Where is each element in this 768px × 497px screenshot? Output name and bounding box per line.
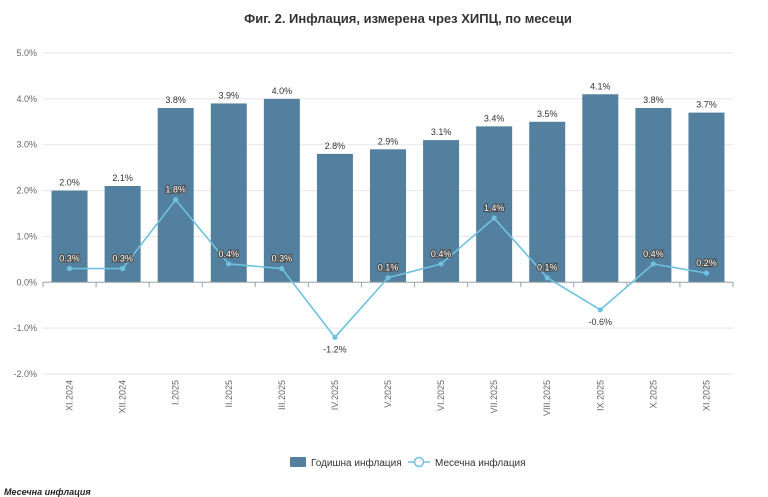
line-point[interactable] <box>438 261 444 267</box>
bar-series: 2.0% 2.1% 3.8% 3.9% 4.0% 2.8% 2.9% 3.1% 3.4% 3.5%… <box>51 81 725 283</box>
bar-value-label: 3.5% <box>537 109 558 119</box>
line-value-label: 0.1% <box>378 263 399 273</box>
line-point[interactable] <box>173 197 179 203</box>
line-point[interactable] <box>597 307 603 313</box>
bar-value-label: 2.9% <box>378 136 399 146</box>
x-tick-label: II.2025 <box>224 380 234 408</box>
bar-value-label: 3.4% <box>484 113 505 123</box>
x-axis: XI.2024 XII.2024 I.2025 II.2025 III.2025 IV.2… <box>42 281 734 416</box>
bar-value-label: 2.1% <box>112 173 133 183</box>
bar-value-label: 3.9% <box>219 90 240 100</box>
x-tick-label: XI.2025 <box>701 380 711 411</box>
x-tick-label: V.2025 <box>383 380 393 408</box>
line-value-label: 0.4% <box>431 249 452 259</box>
line-value-label: 0.3% <box>112 254 133 264</box>
bar[interactable] <box>263 98 300 283</box>
line-point[interactable] <box>491 215 497 221</box>
line-point[interactable] <box>332 334 338 340</box>
x-tick-label: XII.2024 <box>118 380 128 414</box>
chart-title: Фиг. 2. Инфлация, измерена чрез ХИПЦ, по… <box>244 11 572 26</box>
y-tick-label: 1.0% <box>16 231 37 241</box>
x-tick-label: VIII.2025 <box>542 380 552 416</box>
y-tick-label: -2.0% <box>13 369 37 379</box>
bar-value-label: 3.1% <box>431 127 452 137</box>
bar[interactable] <box>476 126 513 283</box>
y-axis: -2.0% -1.0% 0.0% 1.0% 2.0% 3.0% 4.0% 5.0% <box>13 48 37 379</box>
x-tick-label: XI.2024 <box>65 380 75 411</box>
line-point[interactable] <box>279 265 285 272</box>
y-tick-label: 0.0% <box>16 277 37 287</box>
line-point[interactable] <box>544 275 550 281</box>
bar-value-label: 3.8% <box>165 95 186 105</box>
x-tick-label: X.2025 <box>648 380 658 409</box>
x-tick-label: VI.2025 <box>436 380 446 411</box>
line-point[interactable] <box>703 270 710 276</box>
bar-value-label: 3.8% <box>643 95 664 105</box>
footnote: Месечна инфлация <box>4 487 91 497</box>
legend-bar-swatch <box>290 457 306 467</box>
legend[interactable]: Годишна инфлация Месечна инфлация <box>290 456 526 469</box>
line-point[interactable] <box>226 261 232 267</box>
line-value-label: -1.2% <box>323 344 347 354</box>
legend-line-label: Месечна инфлация <box>435 457 526 469</box>
bar[interactable] <box>157 108 194 283</box>
y-tick-label: 3.0% <box>16 140 37 150</box>
bar[interactable] <box>688 112 725 283</box>
x-tick-label: IX.2025 <box>595 380 605 411</box>
y-tick-label: 4.0% <box>16 94 37 104</box>
line-series: 0.3% 0.3% 1.8% 0.4% 0.3% -1.2% 0.1% 0.4% 1.4% 0.1… <box>58 184 718 355</box>
line-value-label: 1.4% <box>484 203 505 213</box>
line-value-label: 0.1% <box>537 263 558 273</box>
line-value-label: -0.6% <box>589 317 613 327</box>
bar-value-label: 2.0% <box>59 178 80 188</box>
bar[interactable] <box>210 103 247 283</box>
bar-value-label: 2.8% <box>325 141 346 151</box>
bar[interactable] <box>423 140 460 283</box>
line-point[interactable] <box>120 265 126 272</box>
line-value-label: 0.2% <box>696 258 717 268</box>
y-tick-label: 5.0% <box>16 48 37 58</box>
legend-bar-label: Годишна инфлация <box>311 457 402 469</box>
x-tick-label: I.2025 <box>171 380 181 405</box>
line-point[interactable] <box>650 261 656 267</box>
bar[interactable] <box>370 149 406 283</box>
bar[interactable] <box>529 121 566 283</box>
line-value-label: 0.4% <box>643 249 664 259</box>
line-value-label: 0.3% <box>272 254 293 264</box>
line-value-label: 1.8% <box>165 185 186 195</box>
bar[interactable] <box>582 94 619 283</box>
bar-value-label: 3.7% <box>696 100 717 110</box>
line-point[interactable] <box>385 275 391 281</box>
x-tick-label: VII.2025 <box>489 380 499 414</box>
bar[interactable] <box>316 153 353 283</box>
y-tick-label: -1.0% <box>13 323 37 333</box>
x-tick-label: III.2025 <box>277 380 287 410</box>
y-tick-label: 2.0% <box>16 186 37 196</box>
bar[interactable] <box>635 108 672 283</box>
bar-value-label: 4.1% <box>590 81 611 91</box>
legend-line-marker <box>413 456 425 468</box>
bar-value-label: 4.0% <box>272 86 293 96</box>
line-value-label: 0.4% <box>219 249 240 259</box>
x-tick-label: IV.2025 <box>330 380 340 410</box>
line-point[interactable] <box>66 265 73 272</box>
line-value-label: 0.3% <box>59 254 80 264</box>
